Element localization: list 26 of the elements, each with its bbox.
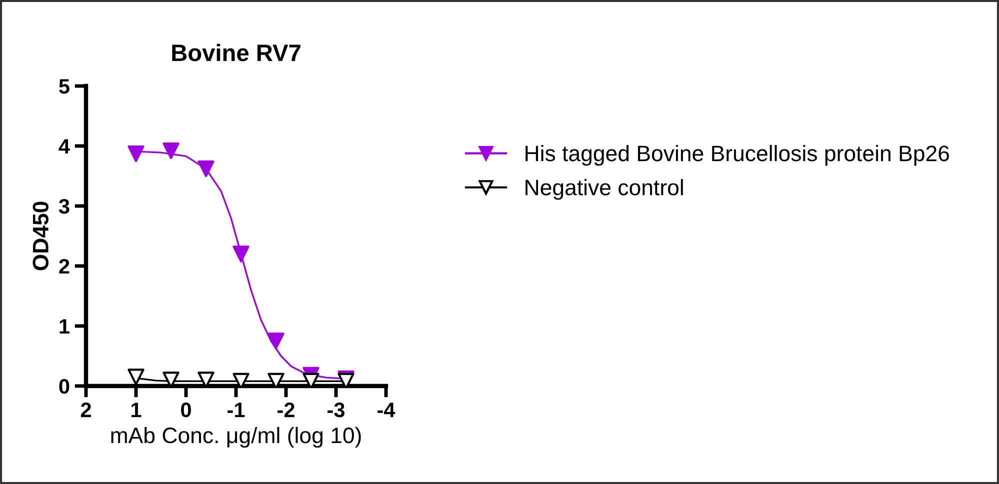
- y-tick-label: 1: [60, 319, 70, 334]
- y-tick-label: 3: [58, 199, 70, 214]
- x-axis-title: mAb Conc. μg/ml (log 10): [111, 426, 361, 448]
- point: [198, 160, 214, 178]
- point: [198, 372, 214, 386]
- x-tick-label: -3: [328, 402, 345, 418]
- point: [162, 372, 180, 386]
- point: [162, 142, 180, 160]
- x-tick-label: 0: [181, 402, 191, 418]
- x-tick-label: -1: [228, 402, 245, 418]
- x-tick-label: -2: [278, 402, 294, 418]
- chart-title: Bovine RV7: [172, 44, 300, 62]
- y-axis-title: OD450: [32, 202, 48, 270]
- x-tick-label: 1: [132, 402, 142, 418]
- point: [128, 368, 144, 386]
- y-tick-label: 2: [59, 259, 70, 274]
- x-tick-label: 2: [80, 402, 91, 418]
- y-tick-label: 5: [59, 79, 70, 94]
- x-tick-label: -4: [378, 402, 396, 418]
- y-tick-label: 4: [58, 139, 70, 154]
- legend-label: Negative control: [526, 179, 683, 200]
- point: [232, 246, 250, 262]
- y-tick-label: 0: [59, 379, 70, 394]
- point: [128, 145, 144, 162]
- point: [268, 332, 284, 350]
- legend-label: His tagged Bovine Brucellosis protein Bp26: [526, 145, 949, 166]
